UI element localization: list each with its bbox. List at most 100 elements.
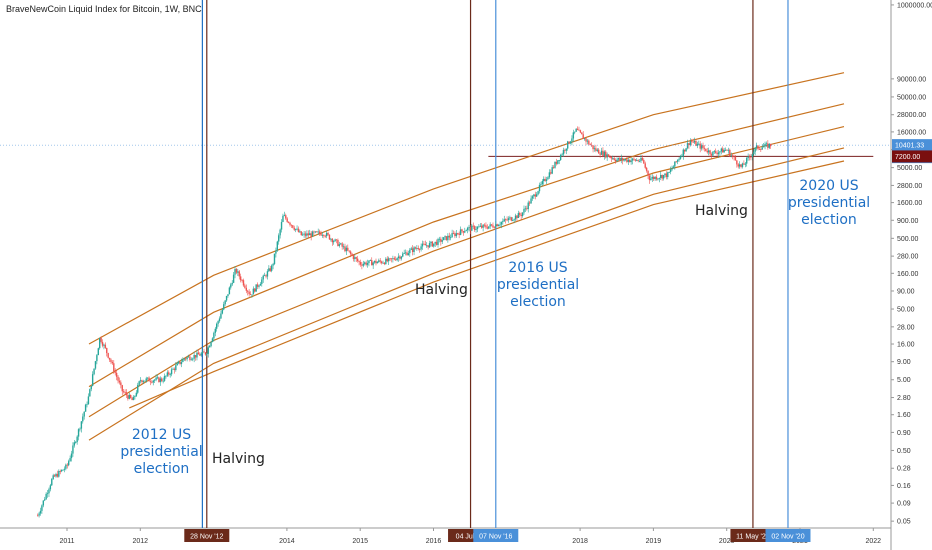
candle-body (531, 196, 534, 199)
candle-body (598, 149, 600, 154)
candle-body (614, 159, 617, 162)
candle-body (592, 145, 594, 150)
candle-body (472, 225, 474, 227)
candle-body (741, 163, 744, 167)
candle-body (438, 238, 441, 240)
price-marker-box (892, 150, 932, 163)
candle-body (440, 238, 442, 242)
candle-body (124, 391, 126, 393)
candle-body (403, 253, 405, 254)
candle-body (658, 177, 661, 179)
candle-body (158, 377, 160, 383)
candle-body (145, 378, 147, 381)
candle-body (481, 225, 483, 228)
candle-body (730, 155, 732, 157)
candle-body (476, 226, 479, 230)
candle-body (768, 143, 770, 148)
candle-body (427, 245, 429, 248)
candle-body (548, 172, 551, 178)
candle-body (227, 294, 229, 296)
candle-body (230, 284, 232, 288)
candle-body (514, 215, 517, 220)
candle-body (464, 231, 466, 233)
candle-body (337, 239, 339, 247)
x-tick-label: 2022 (866, 538, 882, 545)
candle-body (654, 176, 656, 179)
x-tick-label: 2012 (133, 538, 149, 545)
candle-body (521, 212, 524, 216)
candle-body (179, 361, 181, 364)
candle-body (379, 260, 381, 262)
candle-body (36, 515, 39, 517)
candle-body (239, 276, 242, 281)
candle-body (323, 234, 325, 236)
date-marker-box (765, 529, 811, 542)
candle-body (313, 231, 315, 233)
date-marker-box (184, 529, 230, 542)
candle-body (572, 132, 575, 139)
candle-body (332, 241, 335, 243)
candle-body (571, 138, 573, 142)
candle-body (507, 218, 510, 221)
candle-body (170, 369, 173, 375)
candle-body (273, 253, 276, 264)
candle-body (726, 149, 728, 151)
candle-body (720, 148, 723, 152)
candle-body (289, 222, 291, 225)
candle-body (688, 143, 690, 146)
candle-body (41, 505, 43, 511)
y-tick-label: 900.00 (897, 218, 919, 225)
candle-body (750, 156, 752, 158)
candle-body (616, 159, 618, 162)
candle-body (59, 471, 61, 472)
candle-body (355, 257, 357, 259)
candle-body (504, 219, 507, 221)
candle-body (662, 175, 665, 179)
candle-body (637, 160, 639, 162)
y-tick-label: 0.05 (897, 519, 911, 526)
candle-body (681, 156, 683, 157)
candle-body (457, 233, 459, 234)
channel-line (88, 103, 845, 388)
candle-body (703, 147, 706, 149)
candle-body (600, 150, 603, 155)
candle-body (699, 143, 701, 149)
candle-body (352, 255, 355, 260)
candle-body (496, 224, 498, 227)
candle-body (42, 500, 45, 506)
y-tick-label: 160.00 (897, 271, 919, 278)
candle-body (495, 224, 497, 228)
candle-body (473, 226, 476, 230)
candle-body (576, 128, 579, 130)
candle-body (238, 271, 240, 277)
candle-body (406, 252, 408, 256)
candle-body (754, 147, 756, 152)
y-tick-label: 28000.00 (897, 112, 926, 119)
candle-body (610, 157, 613, 159)
candle-body (454, 233, 456, 237)
candle-body (389, 258, 391, 260)
candle-body (475, 229, 477, 230)
candle-body (719, 151, 721, 153)
candle-body (131, 397, 133, 401)
candle-body (262, 275, 264, 280)
candle-body (418, 249, 421, 250)
candle-body (118, 380, 121, 383)
candle-body (180, 362, 183, 364)
candle-body (122, 391, 125, 393)
candle-body (506, 219, 508, 221)
candle-body (755, 145, 758, 148)
y-tick-label: 0.90 (897, 430, 911, 437)
candle-body (247, 290, 249, 292)
candle-body (249, 294, 252, 295)
candle-body (459, 229, 462, 235)
candle-body (395, 259, 397, 261)
candle-body (135, 392, 138, 396)
candle-body (318, 231, 321, 234)
candle-body (93, 368, 95, 375)
date-marker-label: 07 Nov '16 (479, 534, 512, 541)
candle-body (161, 378, 163, 382)
candle-body (121, 385, 123, 392)
